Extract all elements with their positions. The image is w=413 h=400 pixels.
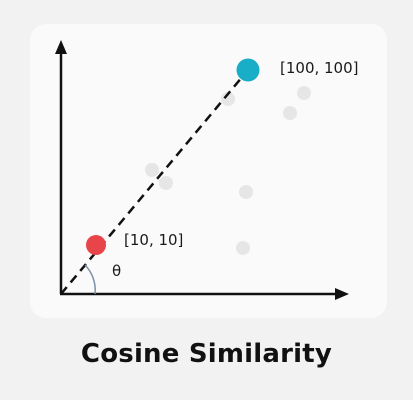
y-axis-arrowhead (55, 40, 67, 54)
background-point (297, 86, 311, 100)
diagram-card (30, 24, 387, 318)
vector-b-point (236, 58, 260, 82)
angle-label: θ (112, 262, 121, 280)
diagram-title: Cosine Similarity (80, 339, 333, 369)
background-point (221, 92, 235, 106)
vector-b-label: [100, 100] (280, 59, 359, 77)
background-point (159, 176, 173, 190)
background-point (145, 163, 159, 177)
background-point (236, 241, 250, 255)
vector-a-point (86, 235, 106, 255)
background-points (145, 86, 311, 255)
x-axis-arrowhead (335, 288, 349, 300)
vector-line (60, 69, 249, 295)
background-point (239, 185, 253, 199)
angle-arc (84, 264, 96, 295)
background-point (283, 106, 297, 120)
vector-a-label: [10, 10] (124, 231, 183, 249)
